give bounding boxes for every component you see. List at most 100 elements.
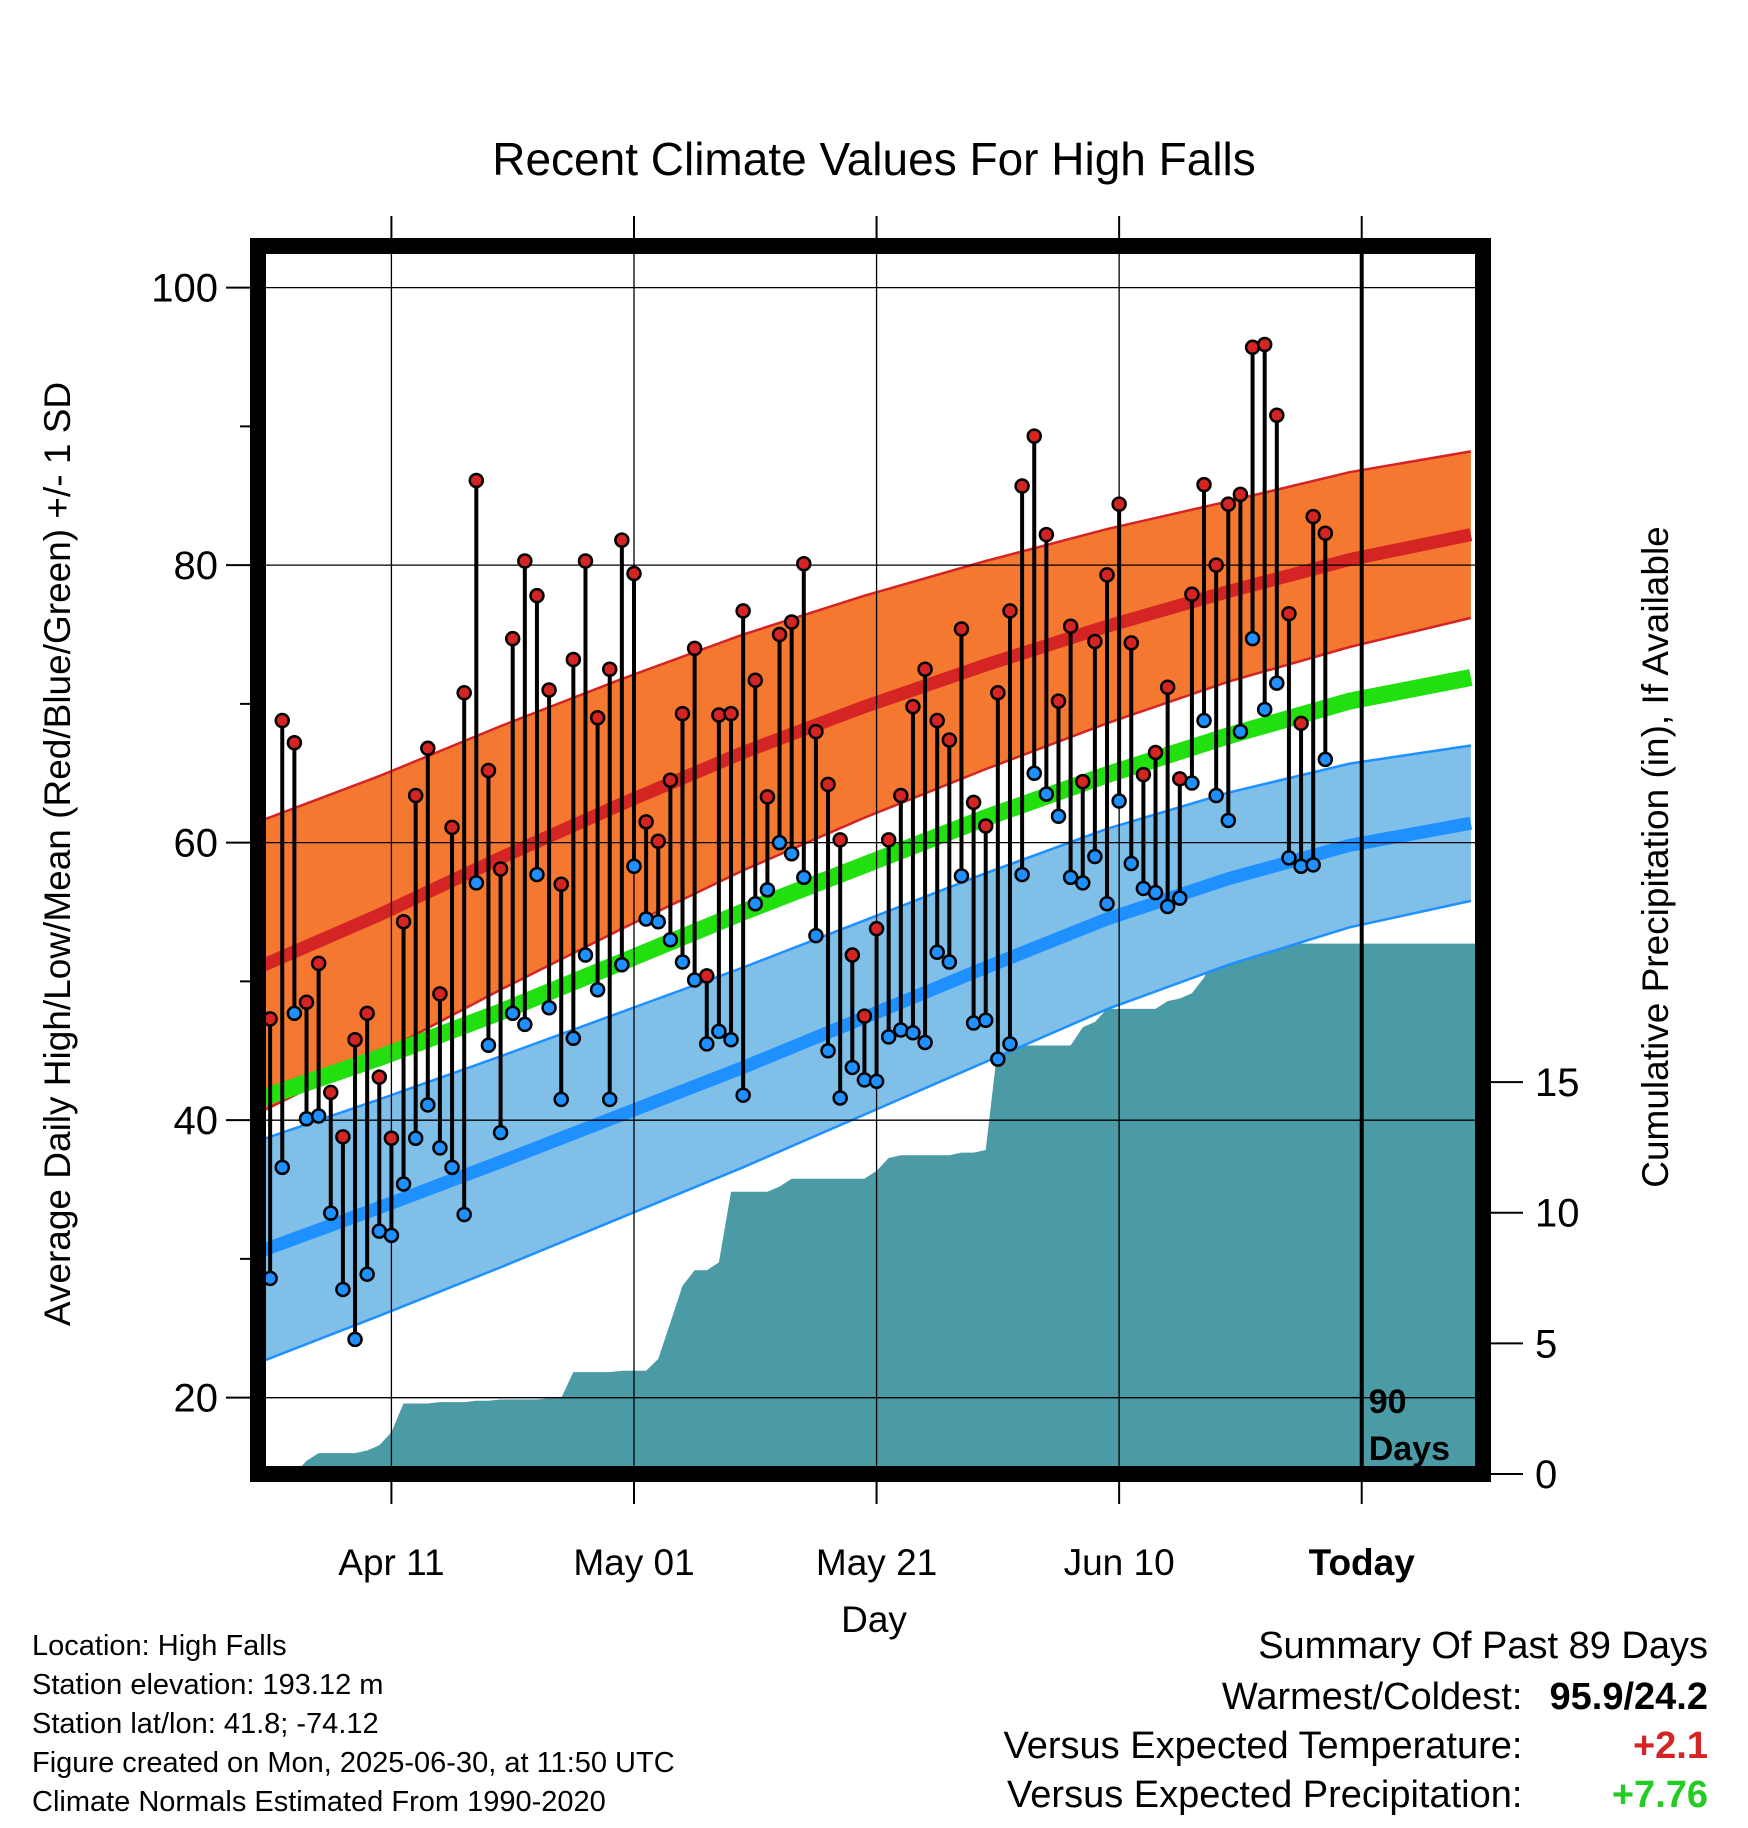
daily-low-point — [905, 1025, 921, 1041]
daily-low-point — [650, 913, 666, 930]
daily-low-point — [1026, 765, 1042, 782]
daily-high-point — [383, 1130, 400, 1146]
daily-high-point — [298, 994, 315, 1010]
daily-low-point — [383, 1227, 400, 1244]
daily-low-point — [747, 895, 764, 912]
daily-high-point — [1099, 567, 1115, 583]
axes: 90 Days 20 40 60 80 100 0 5 10 15 Apr 11 May 01 May 2… — [151, 216, 1580, 1583]
daily-low-point — [529, 866, 545, 883]
y-tick-label: 80 — [174, 544, 219, 588]
info-location: Location: High Falls — [32, 1630, 287, 1662]
daily-high-point — [1014, 478, 1030, 494]
daily-low-point — [359, 1266, 375, 1282]
daily-high-point — [1050, 693, 1067, 709]
daily-low-point — [432, 1140, 448, 1156]
mean-normal-line — [258, 669, 1473, 1108]
daily-low-point — [1075, 875, 1091, 891]
daily-low-point — [614, 957, 630, 973]
daily-low-point — [929, 944, 945, 961]
summary-precipitation: Versus Expected Precipitation: +7.76 — [1007, 1772, 1708, 1818]
daily-high-point — [820, 776, 836, 793]
daily-low-point — [699, 1036, 715, 1052]
daily-high-point — [541, 682, 557, 698]
daily-low-point — [662, 932, 679, 948]
daily-high-point — [880, 832, 897, 848]
daily-low-point — [1050, 808, 1067, 825]
daily-low-point — [504, 1005, 521, 1022]
daily-low-point — [1196, 712, 1212, 729]
daily-low-point — [335, 1281, 351, 1298]
daily-high-point — [1062, 618, 1079, 634]
daily-high-point — [808, 723, 824, 740]
daily-low-point — [808, 927, 824, 944]
warmest-label: Warmest/Coldest: — [1221, 1676, 1523, 1718]
y2-axis-label: Cumulative Precipitation (in), If Availa… — [1635, 526, 1676, 1188]
daily-high-point — [371, 1069, 388, 1085]
daily-high-point — [783, 614, 800, 630]
daily-low-point — [626, 858, 642, 874]
daily-high-point — [468, 472, 485, 489]
daily-high-point — [420, 740, 436, 757]
daily-low-point — [541, 1000, 557, 1016]
daily-low-point — [1244, 630, 1261, 647]
daily-high-point — [856, 1008, 873, 1024]
daily-low-point — [917, 1034, 933, 1051]
daily-high-point — [274, 712, 291, 729]
daily-high-point — [323, 1084, 339, 1101]
summary-temperature: Versus Expected Temperature: +2.1 — [1004, 1723, 1708, 1769]
daily-high-point — [953, 621, 970, 637]
days-marker-label-line1: 90 — [1369, 1383, 1407, 1421]
daily-high-point — [1256, 336, 1273, 353]
y2-tick-label: 0 — [1535, 1453, 1557, 1497]
daily-high-point — [565, 651, 582, 668]
daily-high-point — [1087, 633, 1103, 650]
daily-high-point — [1135, 766, 1152, 783]
daily-high-point — [1244, 339, 1261, 356]
daily-low-point — [1232, 723, 1249, 740]
daily-high-point — [771, 626, 788, 643]
info-latlon: Station lat/lon: 41.8; -74.12 — [32, 1708, 379, 1740]
daily-high-point — [347, 1031, 363, 1048]
daily-high-point — [929, 712, 945, 729]
daily-low-point — [407, 1130, 424, 1146]
daily-low-point — [1172, 890, 1188, 906]
y-tick-label: 40 — [174, 1099, 219, 1143]
daily-high-point — [1208, 557, 1224, 573]
daily-high-point — [1075, 773, 1091, 790]
daily-high-point — [456, 685, 472, 701]
y2-tick-label: 5 — [1535, 1322, 1557, 1366]
daily-high-point — [1269, 407, 1285, 424]
daily-low-point — [674, 954, 691, 970]
daily-high-point — [1293, 715, 1309, 732]
daily-high-point — [407, 787, 424, 804]
y-tick-label: 60 — [174, 822, 219, 866]
y-tick-label: 100 — [151, 267, 218, 311]
daily-high-point — [905, 698, 921, 715]
summary-title: Summary Of Past 89 Days — [1258, 1625, 1708, 1667]
high-normal-upper-sd-line — [258, 450, 1472, 823]
daily-high-point — [1220, 496, 1237, 512]
daily-low-point — [783, 846, 800, 862]
daily-high-point — [614, 532, 630, 548]
daily-high-point — [577, 553, 594, 569]
daily-high-point — [286, 735, 303, 751]
daily-high-point — [796, 556, 812, 572]
daily-low-point — [771, 834, 788, 851]
y-tick-label: 20 — [174, 1377, 219, 1421]
daily-low-point — [1123, 855, 1140, 872]
daily-low-point — [832, 1090, 848, 1106]
daily-high-point — [941, 732, 958, 748]
daily-high-point — [1281, 605, 1297, 622]
daily-low-point — [347, 1331, 363, 1348]
daily-high-point — [1232, 486, 1249, 503]
daily-low-point — [468, 875, 485, 891]
daily-low-point — [1305, 857, 1321, 873]
daily-high-point — [626, 565, 642, 582]
daily-low-point — [310, 1108, 327, 1124]
daily-high-point — [759, 789, 776, 805]
daily-low-point — [1014, 866, 1030, 883]
low-normal-lower-sd-line — [258, 899, 1472, 1365]
daily-high-point — [1196, 476, 1212, 493]
daily-high-point — [395, 913, 412, 930]
